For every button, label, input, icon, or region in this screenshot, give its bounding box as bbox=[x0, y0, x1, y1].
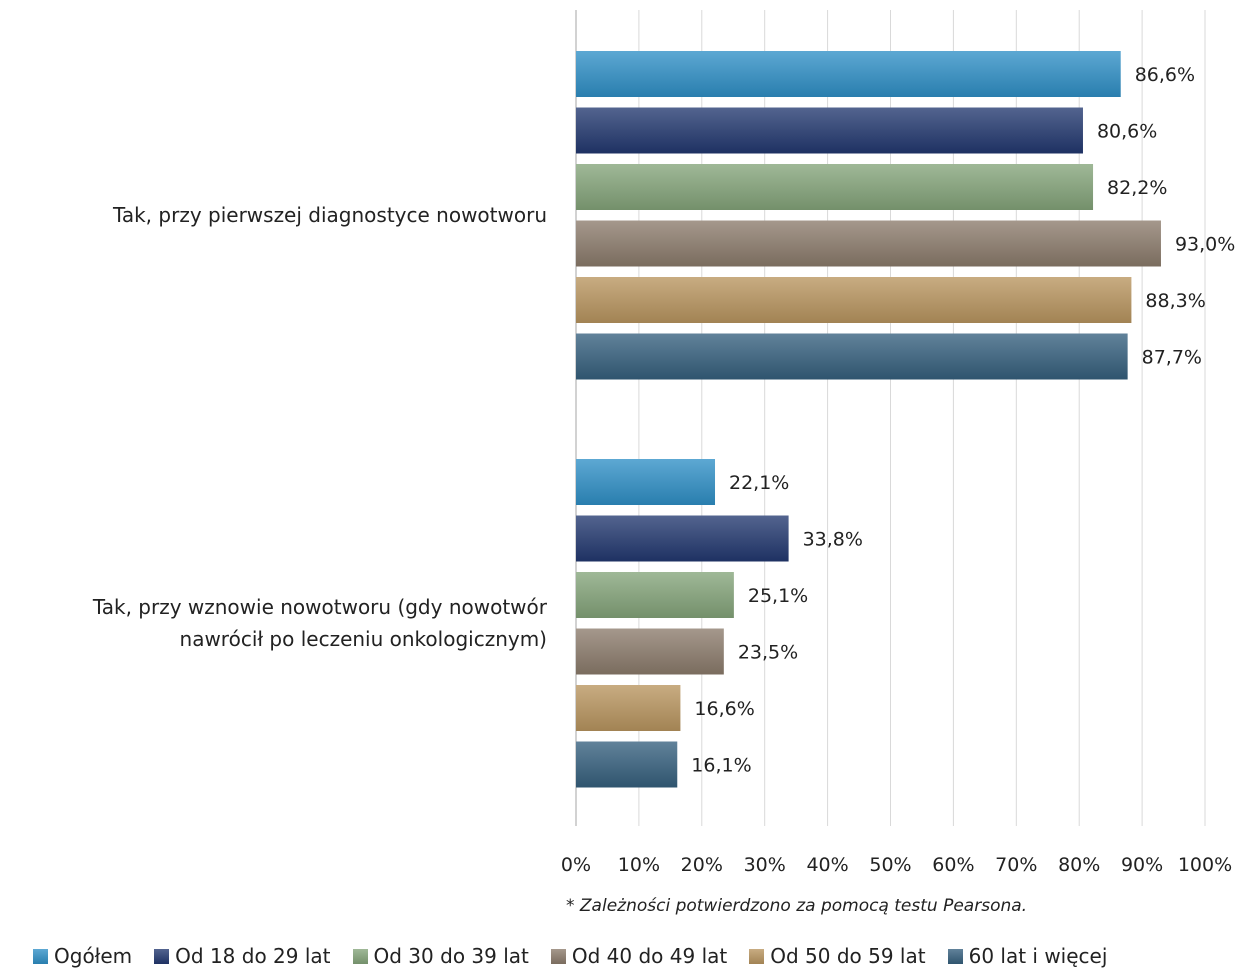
legend-label: Ogółem bbox=[54, 944, 133, 968]
x-tick-label: 20% bbox=[681, 854, 723, 876]
x-tick-label: 40% bbox=[806, 854, 848, 876]
x-tick-label: 30% bbox=[744, 854, 786, 876]
legend-swatch bbox=[550, 948, 566, 964]
x-tick-label: 0% bbox=[561, 854, 591, 876]
bar bbox=[576, 333, 1128, 380]
footnote: * Zależności potwierdzono za pomocą test… bbox=[566, 896, 1028, 916]
x-tick-label: 90% bbox=[1121, 854, 1163, 876]
legend-label: 60 lat i więcej bbox=[968, 944, 1108, 968]
legend-swatch bbox=[749, 948, 765, 964]
legend-swatch bbox=[33, 948, 48, 964]
legend-item: Od 30 do 39 lat bbox=[352, 944, 529, 968]
data-label: 86,6% bbox=[1135, 64, 1195, 86]
data-label: 16,1% bbox=[691, 755, 751, 777]
legend-label: Od 40 do 49 lat bbox=[571, 944, 728, 968]
legend-label: Od 50 do 59 lat bbox=[770, 944, 926, 968]
legend-swatch bbox=[352, 948, 368, 964]
legend-item: Od 50 do 59 lat bbox=[749, 944, 926, 968]
legend-item: Ogółem bbox=[33, 944, 132, 968]
bar bbox=[576, 572, 734, 618]
legend-item: 60 lat i więcej bbox=[947, 944, 1108, 968]
bar bbox=[576, 277, 1132, 323]
data-label: 88,3% bbox=[1145, 290, 1205, 312]
x-tick-label: 50% bbox=[869, 854, 911, 876]
legend-label: Od 18 do 29 lat bbox=[175, 944, 331, 968]
x-tick-label: 60% bbox=[932, 854, 974, 876]
bar bbox=[576, 220, 1161, 267]
bar bbox=[576, 107, 1083, 154]
bar bbox=[576, 741, 678, 788]
bar bbox=[576, 628, 724, 675]
category-label-line: Tak, przy wznowie nowotworu (gdy nowotwó… bbox=[92, 595, 547, 620]
data-label: 25,1% bbox=[748, 585, 808, 607]
data-label: 22,1% bbox=[729, 472, 789, 494]
bar bbox=[576, 51, 1121, 97]
category-label: Tak, przy wznowie nowotworu (gdy nowotwó… bbox=[93, 591, 547, 655]
category-label-line: nawrócił po leczeniu onkologicznym) bbox=[179, 627, 547, 652]
x-tick-label: 100% bbox=[1178, 854, 1232, 876]
data-label: 23,5% bbox=[738, 642, 798, 664]
x-tick-label: 80% bbox=[1058, 854, 1100, 876]
data-label: 82,2% bbox=[1107, 177, 1167, 199]
data-label: 16,6% bbox=[694, 698, 754, 720]
chart-legend: Ogółem Od 18 do 29 lat Od 30 do 39 lat Od 4… bbox=[33, 944, 1107, 968]
legend-item: Od 18 do 29 lat bbox=[154, 944, 331, 968]
x-tick-label: 70% bbox=[995, 854, 1037, 876]
bar bbox=[576, 515, 789, 562]
data-label: 93,0% bbox=[1175, 234, 1235, 256]
data-label: 87,7% bbox=[1142, 347, 1202, 369]
bar bbox=[576, 164, 1094, 210]
legend-item: Od 40 do 49 lat bbox=[550, 944, 728, 968]
legend-label: Od 30 do 39 lat bbox=[373, 944, 529, 968]
category-label: Tak, przy pierwszej diagnostyce nowotwor… bbox=[113, 199, 547, 231]
data-label: 80,6% bbox=[1097, 121, 1157, 143]
category-label-line: Tak, przy pierwszej diagnostyce nowotwor… bbox=[112, 203, 547, 228]
legend-swatch bbox=[154, 948, 170, 964]
x-tick-label: 10% bbox=[618, 854, 660, 876]
bar bbox=[576, 459, 716, 505]
legend-swatch bbox=[947, 948, 963, 964]
bar bbox=[576, 685, 681, 731]
data-label: 33,8% bbox=[803, 529, 863, 551]
